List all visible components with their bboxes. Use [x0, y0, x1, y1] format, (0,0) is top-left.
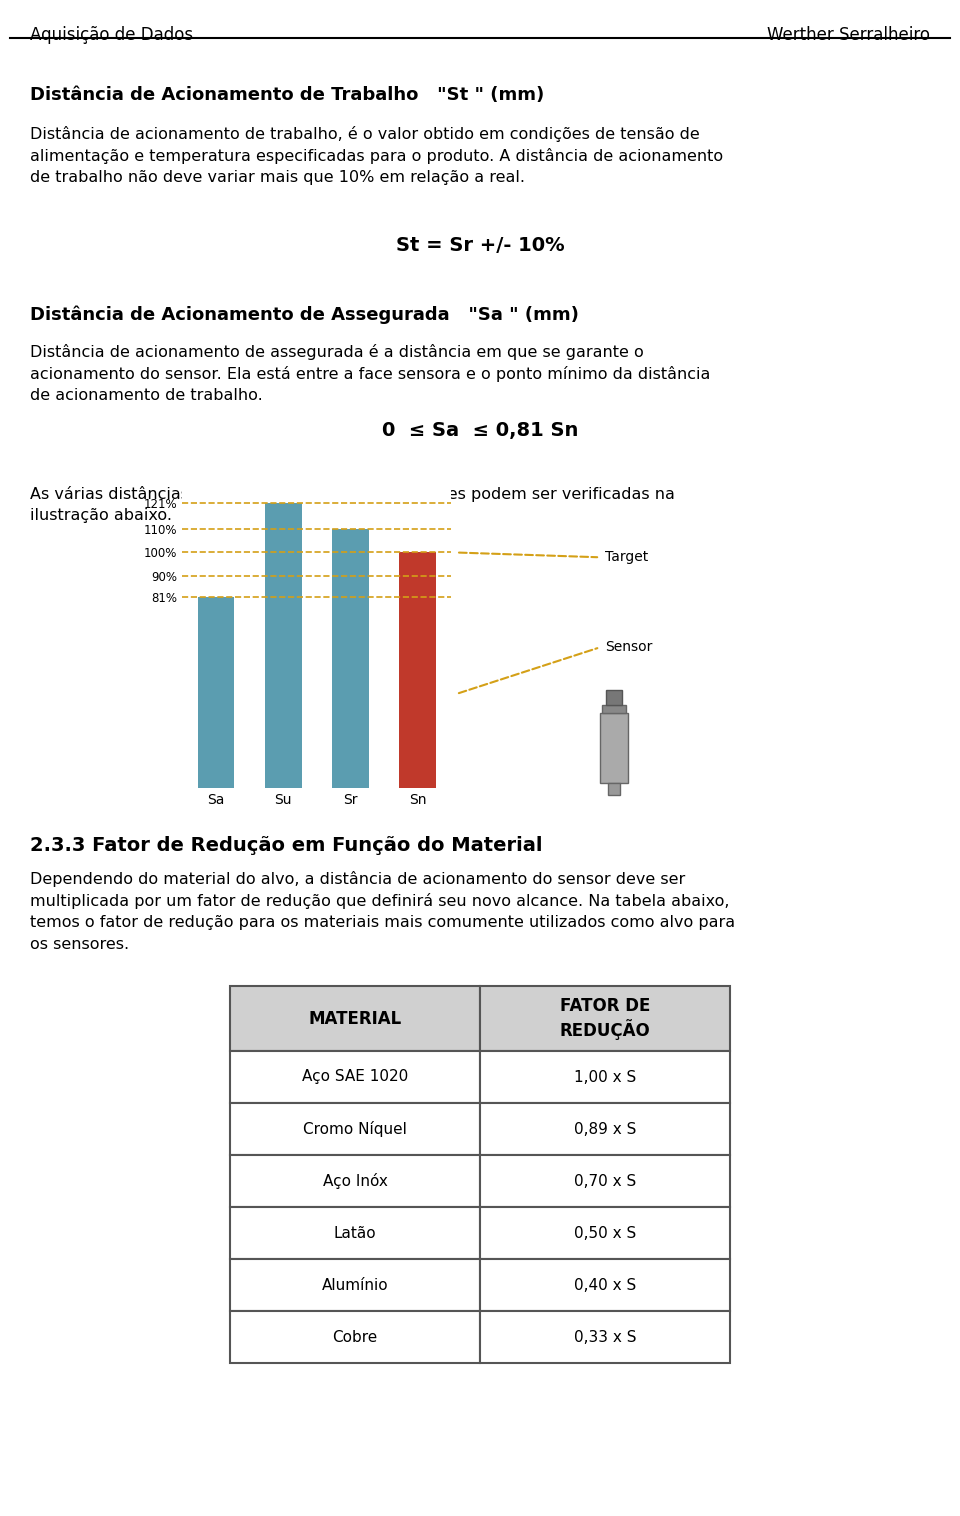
Text: alimentação e temperatura especificadas para o produto. A distância de acionamen: alimentação e temperatura especificadas … [30, 149, 723, 164]
Text: Distância de Acionamento de Trabalho   "St " (mm): Distância de Acionamento de Trabalho "St… [30, 86, 544, 105]
Text: MATERIAL: MATERIAL [308, 1010, 401, 1028]
Text: 0,33 x S: 0,33 x S [574, 1330, 636, 1345]
Bar [608, 784, 620, 796]
Text: Distância de Acionamento de Assegurada   "Sa " (mm): Distância de Acionamento de Assegurada "… [30, 306, 579, 324]
Text: Alumínio: Alumínio [322, 1278, 388, 1293]
Text: ilustração abaixo.: ilustração abaixo. [30, 508, 172, 523]
Text: Cromo Níquel: Cromo Níquel [303, 1120, 407, 1137]
Text: 0  ≤ Sa  ≤ 0,81 Sn: 0 ≤ Sa ≤ 0,81 Sn [382, 421, 578, 440]
Bar [480, 1104, 730, 1155]
Bar [602, 705, 626, 714]
Text: temos o fator de redução para os materiais mais comumente utilizados como alvo p: temos o fator de redução para os materia… [30, 916, 735, 929]
Text: 1,00 x S: 1,00 x S [574, 1069, 636, 1084]
Text: 2.3.3 Fator de Redução em Função do Material: 2.3.3 Fator de Redução em Função do Mate… [30, 835, 542, 855]
Text: multiplicada por um fator de redução que definirá seu novo alcance. Na tabela ab: multiplicada por um fator de redução que… [30, 893, 730, 910]
Bar [332, 529, 369, 788]
Bar [480, 1155, 730, 1207]
Bar [480, 1258, 730, 1311]
Bar [230, 1207, 480, 1258]
Text: As várias distâncias mencionadas nos itens anteriores podem ser verificadas na: As várias distâncias mencionadas nos ite… [30, 487, 675, 502]
Bar [265, 503, 301, 788]
Text: Distância de acionamento de trabalho, é o valor obtido em condições de tensão de: Distância de acionamento de trabalho, é … [30, 126, 700, 143]
Text: Sensor: Sensor [605, 640, 653, 655]
Text: Aço Inóx: Aço Inóx [323, 1173, 388, 1189]
Bar [230, 1051, 480, 1104]
Text: de acionamento de trabalho.: de acionamento de trabalho. [30, 388, 263, 403]
Text: Dependendo do material do alvo, a distância de acionamento do sensor deve ser: Dependendo do material do alvo, a distân… [30, 872, 685, 887]
Text: 0,89 x S: 0,89 x S [574, 1122, 636, 1137]
Text: Target: Target [605, 550, 648, 564]
Bar [230, 1104, 480, 1155]
Bar [198, 597, 234, 788]
Bar [230, 1155, 480, 1207]
Text: os sensores.: os sensores. [30, 937, 130, 952]
Bar [480, 1311, 730, 1363]
Text: St = Sr +/- 10%: St = Sr +/- 10% [396, 236, 564, 255]
Bar [480, 1207, 730, 1258]
Bar [399, 552, 436, 788]
Bar [480, 985, 730, 1051]
Text: acionamento do sensor. Ela está entre a face sensora e o ponto mínimo da distânc: acionamento do sensor. Ela está entre a … [30, 365, 710, 382]
Text: Latão: Latão [334, 1225, 376, 1240]
Bar [480, 1051, 730, 1104]
Bar [230, 1258, 480, 1311]
Text: Distância de acionamento de assegurada é a distância em que se garante o: Distância de acionamento de assegurada é… [30, 344, 644, 359]
Text: 0,40 x S: 0,40 x S [574, 1278, 636, 1293]
Text: 0,70 x S: 0,70 x S [574, 1173, 636, 1189]
Text: Cobre: Cobre [332, 1330, 377, 1345]
Text: 0,50 x S: 0,50 x S [574, 1225, 636, 1240]
Text: Aço SAE 1020: Aço SAE 1020 [301, 1069, 408, 1084]
Text: Aquisição de Dados: Aquisição de Dados [30, 26, 193, 44]
Bar [600, 714, 628, 784]
Bar [230, 985, 480, 1051]
Text: Werther Serralheiro: Werther Serralheiro [767, 26, 930, 44]
Bar [230, 1311, 480, 1363]
Text: FATOR DE
REDUÇÃO: FATOR DE REDUÇÃO [560, 998, 650, 1040]
Bar [606, 690, 622, 705]
Text: de trabalho não deve variar mais que 10% em relação a real.: de trabalho não deve variar mais que 10%… [30, 170, 525, 185]
